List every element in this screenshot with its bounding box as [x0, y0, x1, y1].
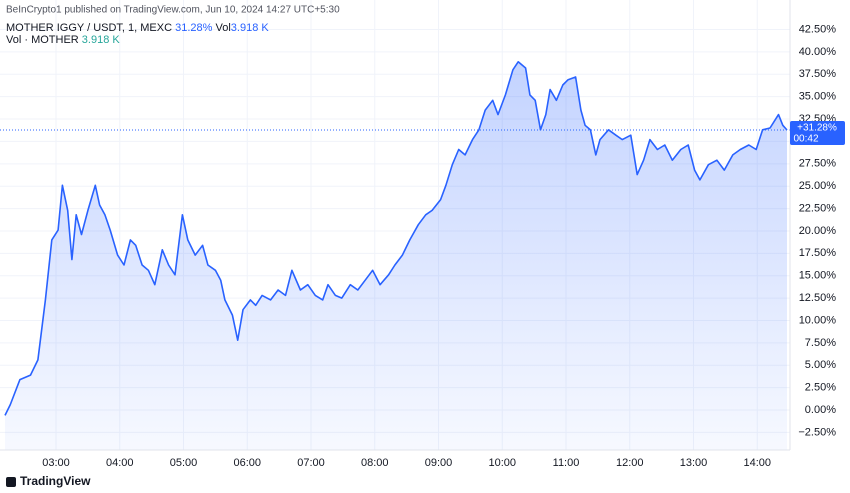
x-tick-label: 14:00	[743, 457, 771, 469]
x-tick-label: 13:00	[680, 457, 708, 469]
logo: TradingView	[6, 474, 91, 488]
y-tick-label: 17.50%	[799, 247, 837, 259]
countdown: 00:42	[793, 134, 818, 145]
x-tick-label: 11:00	[553, 457, 580, 469]
y-tick-label: 10.00%	[799, 314, 837, 326]
y-tick-label: 0.00%	[805, 404, 836, 416]
x-tick-label: 04:00	[106, 457, 134, 469]
x-tick-label: 07:00	[297, 457, 325, 469]
y-tick-label: 22.50%	[799, 202, 837, 214]
legend-line: Vol · MOTHER 3.918 K	[6, 34, 120, 46]
y-tick-label: 12.50%	[799, 292, 837, 304]
header: BeInCrypto1 published on TradingView.com…	[6, 5, 340, 16]
vol-value: 3.918 K	[231, 22, 270, 34]
x-tick-label: 05:00	[170, 457, 198, 469]
vol-series-value: 3.918 K	[82, 34, 121, 46]
plot-area	[0, 61, 790, 451]
y-tick-label: 25.00%	[799, 180, 837, 192]
symbol: MOTHER IGGY / USDT, 1, MEXC	[6, 22, 172, 34]
y-tick-label: 40.00%	[799, 46, 837, 58]
area	[5, 61, 787, 451]
x-tick-label: 08:00	[361, 457, 389, 469]
vol-label: Vol	[215, 22, 230, 34]
axes: −2.50% 0.00% 2.50% 5.00% 7.50% 10.00% 12.50% 15…	[42, 23, 845, 469]
vol-series: Vol · MOTHER	[6, 34, 79, 46]
footer: TradingView	[20, 474, 91, 488]
x-tick-label: 12:00	[616, 457, 644, 469]
x-tick-label: 06:00	[233, 457, 261, 469]
x-tick-label: 03:00	[42, 457, 70, 469]
y-tick-label: 27.50%	[799, 158, 837, 170]
x-tick-label: 09:00	[425, 457, 453, 469]
legend-line: MOTHER IGGY / USDT, 1, MEXC 31.28% Vol3.…	[6, 22, 269, 34]
y-tick-label: 15.00%	[799, 270, 837, 282]
change: 31.28%	[175, 22, 213, 34]
line	[4, 61, 788, 416]
y-tick-label: 5.00%	[805, 359, 836, 371]
price-badge-label: +31.28%	[797, 123, 837, 134]
y-tick-label: 20.00%	[799, 225, 837, 237]
y-tick-label: −2.50%	[798, 426, 836, 438]
y-tick-label: 7.50%	[805, 337, 836, 349]
y-tick-label: 2.50%	[805, 382, 836, 394]
price-badge	[790, 120, 845, 145]
x-tick-label: 10:00	[488, 457, 516, 469]
y-tick-label: 35.00%	[799, 91, 837, 103]
y-tick-label: 37.50%	[799, 68, 837, 80]
y-tick-label: 42.50%	[799, 23, 837, 35]
